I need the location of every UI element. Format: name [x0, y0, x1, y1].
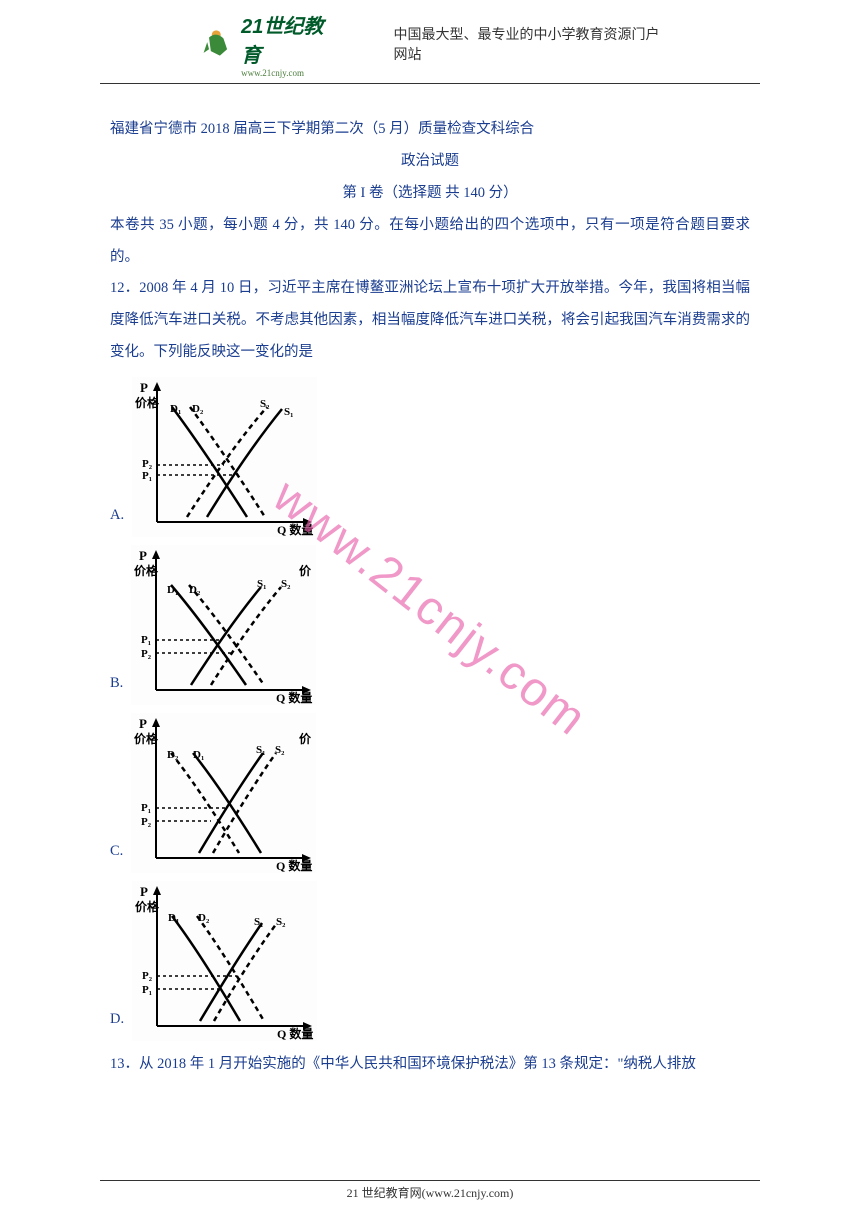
chart-a: P 价格 Q 数量 D₁ D₂ S₂ S₁ P₂ P₁: [132, 377, 317, 537]
svg-text:P₁: P₁: [142, 984, 152, 996]
svg-text:D₂: D₂: [189, 584, 201, 596]
svg-text:P₁: P₁: [141, 802, 151, 814]
option-b-letter: B.: [110, 668, 123, 705]
chart-c: P 价格 价 Q 数量 D₂ D₁ S₁ S₂ P₁ P₂: [131, 713, 316, 873]
svg-text:P₂: P₂: [142, 970, 153, 982]
svg-text:S₂: S₂: [275, 744, 285, 756]
document-subtitle2: 第 I 卷（选择题 共 140 分）: [110, 178, 750, 210]
document-subtitle1: 政治试题: [110, 146, 750, 178]
svg-text:D₁: D₁: [168, 912, 179, 924]
svg-text:D₂: D₂: [192, 403, 204, 415]
svg-text:S₂: S₂: [281, 578, 291, 590]
logo-area: 21世纪教育 www.21cnjy.com: [200, 10, 333, 78]
header-tagline: 中国最大型、最专业的中小学教育资源门户网站: [393, 24, 660, 64]
svg-text:S₁: S₁: [256, 744, 265, 756]
svg-text:价: 价: [299, 564, 312, 578]
svg-text:D₁: D₁: [167, 584, 178, 596]
page-footer: 21 世纪教育网(www.21cnjy.com): [100, 1180, 760, 1201]
svg-text:P₁: P₁: [141, 634, 151, 646]
document-title: 福建省宁德市 2018 届高三下学期第二次（5 月）质量检查文科综合: [110, 114, 750, 146]
svg-text:P₂: P₂: [141, 648, 152, 660]
svg-text:Q 数量: Q 数量: [276, 690, 312, 705]
logo-sub-text: www.21cnjy.com: [241, 68, 333, 78]
option-d-letter: D.: [110, 1004, 124, 1041]
document-instruction: 本卷共 35 小题，每小题 4 分，共 140 分。在每小题给出的四个选项中，只…: [110, 210, 750, 274]
svg-text:价格: 价格: [134, 731, 159, 746]
svg-text:S₁: S₁: [257, 578, 266, 590]
svg-text:P₁: P₁: [142, 470, 152, 482]
document-content: 福建省宁德市 2018 届高三下学期第二次（5 月）质量检查文科综合 政治试题 …: [0, 84, 860, 1081]
svg-text:P₂: P₂: [141, 816, 152, 828]
svg-text:Q 数量: Q 数量: [277, 522, 313, 537]
option-c: C. P 价格 价 Q 数量 D₂ D₁ S₁ S₂: [110, 713, 750, 873]
svg-text:P₂: P₂: [142, 458, 153, 470]
svg-text:价: 价: [299, 732, 312, 746]
option-a: A. P 价格 Q 数量 D₁ D₂ S₂ S₁ P₂: [110, 377, 750, 537]
svg-text:P: P: [139, 716, 147, 731]
svg-text:P: P: [140, 884, 148, 899]
svg-text:Q 数量: Q 数量: [277, 1026, 313, 1041]
option-c-letter: C.: [110, 836, 123, 873]
option-d: D. P 价格 Q 数量 D₁ D₂ S₁ S₂ P₂: [110, 881, 750, 1041]
option-b: B. P 价格 价 Q 数量 D₁ D₂ S₁ S₂: [110, 545, 750, 705]
svg-text:价格: 价格: [134, 563, 159, 578]
logo-text: 21世纪教育 www.21cnjy.com: [241, 10, 333, 78]
svg-text:S₁: S₁: [254, 916, 263, 928]
logo-main-text: 21世纪教育: [241, 10, 333, 68]
svg-text:价格: 价格: [135, 899, 160, 914]
svg-text:S₁: S₁: [284, 406, 293, 418]
question-12: 12．2008 年 4 月 10 日，习近平主席在博鳌亚洲论坛上宣布十项扩大开放…: [110, 273, 750, 369]
svg-text:S₂: S₂: [260, 398, 270, 410]
svg-text:Q 数量: Q 数量: [276, 858, 312, 873]
svg-text:D₁: D₁: [170, 403, 181, 415]
svg-text:D₂: D₂: [167, 749, 179, 761]
option-a-letter: A.: [110, 500, 124, 537]
question-13: 13．从 2018 年 1 月开始实施的《中华人民共和国环境保护税法》第 13 …: [110, 1049, 750, 1081]
svg-text:S₂: S₂: [276, 916, 286, 928]
page-header: 21世纪教育 www.21cnjy.com 中国最大型、最专业的中小学教育资源门…: [100, 0, 760, 84]
svg-text:P: P: [140, 380, 148, 395]
svg-text:D₁: D₁: [193, 749, 204, 761]
svg-text:D₂: D₂: [198, 912, 210, 924]
chart-b: P 价格 价 Q 数量 D₁ D₂ S₁ S₂ P₁ P₂: [131, 545, 316, 705]
logo-icon: [200, 24, 236, 64]
svg-text:P: P: [139, 548, 147, 563]
chart-d: P 价格 Q 数量 D₁ D₂ S₁ S₂ P₂ P₁: [132, 881, 317, 1041]
svg-text:价格: 价格: [135, 395, 160, 410]
